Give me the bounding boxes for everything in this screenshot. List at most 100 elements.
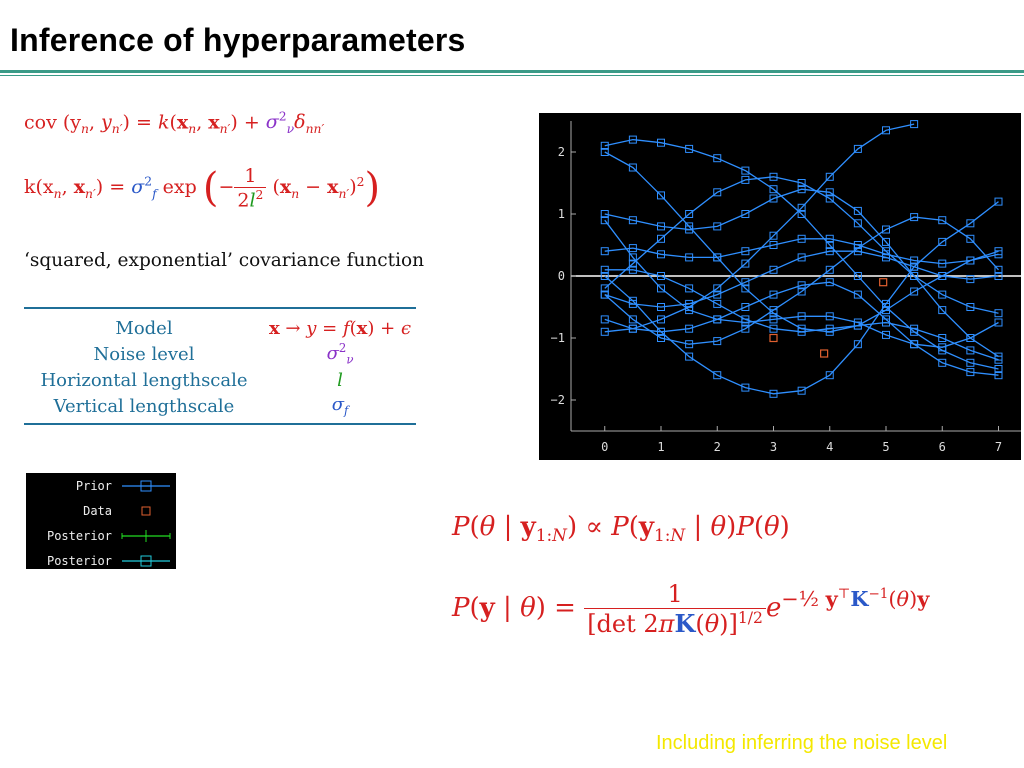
prior-sample-point <box>853 144 862 153</box>
prior-sample-point <box>882 330 890 339</box>
prior-sample-line <box>604 176 999 314</box>
prior-sample-point <box>713 290 722 299</box>
x-tick-label: 7 <box>995 440 1002 454</box>
prior-sample-point <box>600 216 609 225</box>
marginal-likelihood-equation: P(y | θ) = 1 [det 2πK(θ)]1/2 e−½ y⊤K−1(θ)y <box>452 580 930 638</box>
legend-data-marker <box>141 506 151 516</box>
prior-sample-point <box>600 210 609 218</box>
prior-sample-point <box>769 306 778 315</box>
covariance-equation: cov (yn, yn′) = k(xn, xn′) + σ2νδnn′ <box>24 110 325 137</box>
prior-sample-point <box>741 166 750 175</box>
chart-legend: Prior Data Posterior Posterior <box>26 473 176 569</box>
prior-sample-point <box>741 284 750 293</box>
prior-sample-point <box>966 334 975 342</box>
prior-sample-point <box>713 253 722 262</box>
prior-sample-point <box>853 219 862 228</box>
prior-sample-point <box>994 265 1003 274</box>
cov-lhs: cov (y <box>24 111 81 134</box>
prior-sample-point <box>882 247 890 256</box>
prior-sample-point <box>685 144 694 153</box>
x-tick-label: 1 <box>657 440 664 454</box>
prior-sample-point <box>825 241 834 249</box>
prior-sample-point <box>994 272 1003 280</box>
prior-sample-point <box>825 371 834 380</box>
prior-sample-point <box>713 337 722 346</box>
prior-sample-point <box>966 368 975 377</box>
prior-sample-point <box>853 321 862 330</box>
chart-svg: 0 1 2 3 4 5 6 7 −2 −1 0 1 2 <box>551 120 1021 454</box>
prior-sample-point <box>685 225 694 234</box>
prior-sample-point <box>797 281 806 290</box>
prior-sample-point <box>882 318 890 327</box>
prior-sample-line <box>604 123 915 333</box>
prior-sample-point <box>797 386 806 395</box>
prior-sample-point <box>628 244 637 253</box>
prior-sample-point <box>966 219 975 228</box>
prior-sample-point <box>966 358 975 367</box>
prior-sample-point <box>769 265 778 274</box>
prior-sample-point <box>938 237 947 246</box>
x-tick-label: 0 <box>601 440 608 454</box>
param-value: σ2ν <box>326 341 354 367</box>
prior-sample-point <box>657 284 665 293</box>
prior-sample-point <box>628 253 637 262</box>
kernel-caption: ‘squared, exponential’ covariance functi… <box>24 250 425 271</box>
prior-sample-point <box>741 175 750 184</box>
prior-sample-point <box>966 346 975 355</box>
prior-sample-line <box>604 238 999 265</box>
y-tick-label: 1 <box>558 207 565 221</box>
legend-label: Posterior <box>47 529 112 543</box>
table-row: Noise level σ2ν <box>24 341 416 367</box>
prior-sample-point <box>685 253 694 262</box>
prior-sample-point <box>741 247 750 256</box>
prior-sample-line <box>604 269 999 361</box>
prior-sample-point <box>741 383 750 392</box>
prior-sample-point <box>741 324 750 333</box>
param-value: σf <box>331 394 349 418</box>
prior-sample-point <box>994 197 1003 206</box>
prior-sample-point <box>685 303 694 311</box>
prior-sample-line <box>604 188 999 358</box>
prior-sample-point <box>713 188 722 197</box>
prior-sample-point <box>600 327 609 336</box>
prior-sample-point <box>994 355 1003 364</box>
prior-sample-point <box>966 275 975 284</box>
prior-sample-point <box>825 265 834 274</box>
title-rule-thin <box>0 75 1024 76</box>
prior-sample-point <box>938 216 947 225</box>
prior-sample-point <box>797 312 806 321</box>
prior-sample-point <box>741 303 750 311</box>
param-label: Noise level <box>93 343 195 365</box>
prior-sample-point <box>769 194 778 203</box>
legend-label: Posterior <box>47 554 112 568</box>
prior-sample-point <box>910 272 919 280</box>
prior-sample-point <box>685 210 694 218</box>
prior-sample-point <box>966 256 975 265</box>
prior-sample-point <box>713 222 722 231</box>
prior-sample-point <box>741 315 750 324</box>
prior-sample-point <box>657 234 665 243</box>
prior-sample-line <box>604 219 999 348</box>
slide-title: Inference of hyperparameters <box>10 22 466 58</box>
prior-sample-point <box>628 163 637 172</box>
x-tick-label: 6 <box>939 440 946 454</box>
prior-sample-point <box>713 284 722 293</box>
prior-sample-point <box>966 303 975 311</box>
prior-sample-point <box>657 303 665 311</box>
prior-sample-point <box>882 225 890 234</box>
prior-sample-point <box>966 234 975 243</box>
prior-sample-point <box>882 126 890 135</box>
parameter-table: Model x → y = f(x) + ϵ Noise level σ2ν H… <box>24 307 416 425</box>
prior-sample-point <box>825 234 834 243</box>
prior-sample-point <box>882 237 890 246</box>
prior-sample-point <box>628 299 637 308</box>
prior-sample-line <box>604 216 999 345</box>
prior-sample-point <box>657 327 665 336</box>
prior-sample-point <box>769 324 778 333</box>
prior-sample-point <box>938 272 947 280</box>
prior-sample-point <box>713 299 722 308</box>
param-value: l <box>337 369 343 391</box>
x-tick-label: 5 <box>882 440 889 454</box>
kernel-lhs: k(x <box>24 176 54 199</box>
prior-sample-point <box>657 138 665 147</box>
